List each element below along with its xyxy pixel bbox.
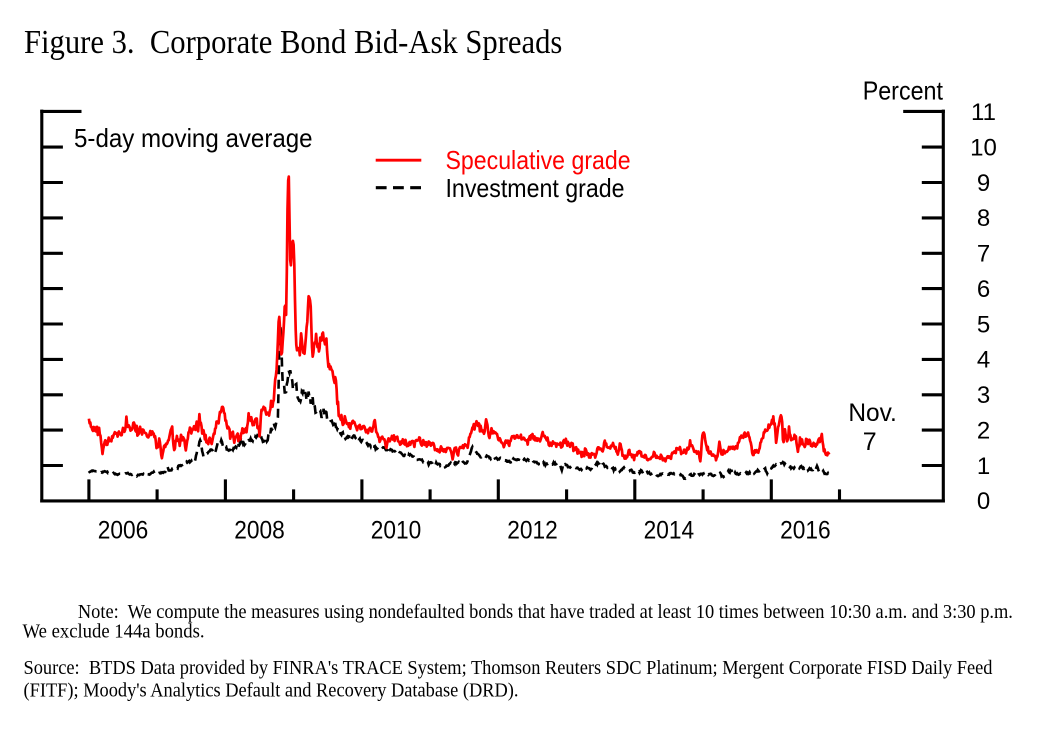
svg-text:Figure 3. Corporate Bond Bid-: Figure 3. Corporate Bond Bid-Ask Spreads	[24, 24, 562, 61]
svg-text:7: 7	[863, 428, 877, 456]
svg-text:We exclude 144a bonds.: We exclude 144a bonds.	[23, 621, 205, 643]
svg-text:5-day moving average: 5-day moving average	[74, 123, 313, 153]
svg-text:2016: 2016	[780, 517, 831, 545]
svg-text:3: 3	[977, 382, 990, 409]
svg-text:10: 10	[970, 134, 997, 161]
svg-text:(FITF); Moody's Analytics Defa: (FITF); Moody's Analytics Default and Re…	[24, 680, 519, 702]
svg-text:9: 9	[977, 170, 990, 197]
svg-text:11: 11	[971, 99, 996, 126]
svg-text:6: 6	[977, 276, 990, 303]
svg-text:Note: We compute the measures: Note: We compute the measures using nond…	[78, 601, 1013, 623]
svg-text:Nov.: Nov.	[848, 399, 897, 427]
svg-text:2010: 2010	[371, 517, 422, 545]
svg-text:Investment grade: Investment grade	[446, 173, 625, 203]
svg-text:2014: 2014	[644, 517, 695, 545]
svg-text:Percent: Percent	[863, 76, 944, 106]
svg-text:4: 4	[977, 347, 990, 374]
svg-text:Source: BTDS Data provided by: Source: BTDS Data provided by FINRA's TR…	[24, 657, 993, 679]
svg-text:0: 0	[977, 488, 990, 515]
svg-text:2006: 2006	[98, 517, 149, 545]
svg-text:2008: 2008	[234, 517, 285, 545]
svg-text:8: 8	[977, 205, 990, 232]
svg-text:2012: 2012	[507, 517, 558, 545]
svg-text:Speculative grade: Speculative grade	[446, 145, 631, 175]
svg-text:5: 5	[977, 311, 990, 338]
svg-text:7: 7	[977, 241, 990, 268]
svg-text:2: 2	[977, 417, 990, 444]
svg-text:1: 1	[977, 453, 990, 480]
